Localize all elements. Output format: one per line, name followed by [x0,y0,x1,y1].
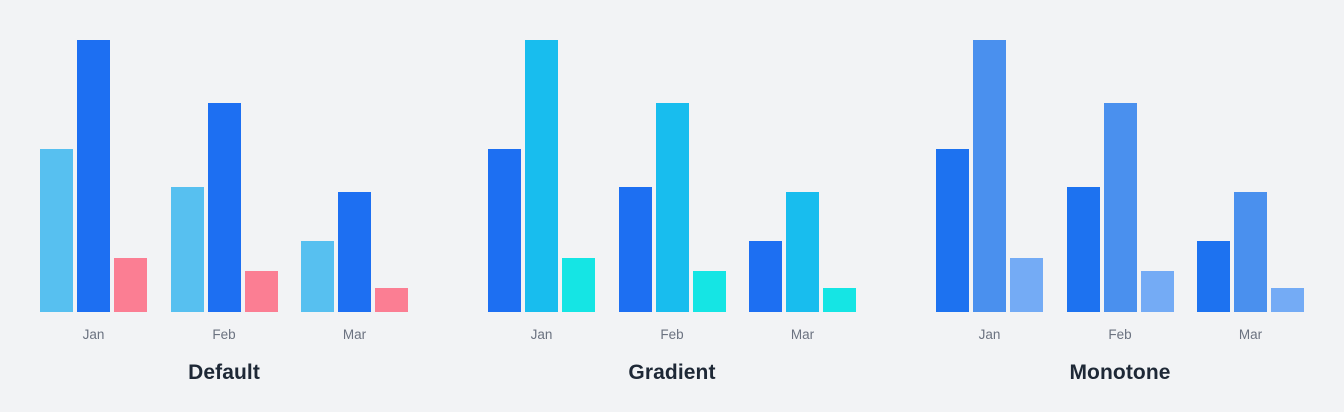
bar [301,241,334,312]
bar-cluster [40,40,147,312]
bar [1234,192,1267,312]
bar [525,40,558,312]
bar-group-mar: Mar [1197,40,1304,343]
bar-cluster [170,40,278,312]
bar [1066,186,1100,312]
bar [1140,271,1174,312]
bar [375,287,408,312]
plot-area: Jan Feb Mar [488,40,856,343]
x-axis-label: Mar [1238,327,1263,342]
chart-title: Default [188,361,260,384]
bar [692,271,726,312]
x-axis-label: Feb [1108,327,1132,342]
bar-group-jan: Jan [40,40,147,343]
bar [488,148,521,312]
bar [655,102,689,312]
bar-group-mar: Mar [301,40,408,343]
chart-title: Gradient [628,361,716,384]
bar [562,257,595,312]
plot-area: Jan Feb Mar [936,40,1304,343]
bar [244,271,278,312]
bar-cluster [488,40,595,312]
bar-cluster [936,40,1043,312]
bar [1271,287,1304,312]
bar-cluster [1197,40,1304,312]
bar-cluster [618,40,726,312]
bar-cluster [749,40,856,312]
x-axis-label: Feb [660,327,684,342]
bar [973,40,1006,312]
x-axis-label: Mar [790,327,815,342]
chart-panel-monotone: Jan Feb Mar Monotone [896,0,1344,412]
bar [338,192,371,312]
x-axis-label: Mar [342,327,367,342]
bar [77,40,110,312]
bar [936,148,969,312]
bar [786,192,819,312]
bar-group-feb: Feb [1066,40,1174,343]
chart-panel-default: Jan Feb Mar Default [0,0,448,412]
bar-cluster [301,40,408,312]
x-axis-label: Jan [82,327,105,342]
bar [1010,257,1043,312]
bar-cluster [1066,40,1174,312]
bar [207,102,241,312]
x-axis-label: Jan [978,327,1001,342]
bar-group-mar: Mar [749,40,856,343]
chart-panel-gradient: Jan Feb Mar Gradient [448,0,896,412]
bar-group-jan: Jan [488,40,595,343]
bar [40,148,73,312]
bar [1197,241,1230,312]
bar [618,186,652,312]
bar [749,241,782,312]
bar [170,186,204,312]
bar-group-jan: Jan [936,40,1043,343]
bar [1103,102,1137,312]
chart-title: Monotone [1069,361,1171,384]
plot-area: Jan Feb Mar [40,40,408,343]
bar [823,287,856,312]
bar-group-feb: Feb [170,40,278,343]
bar [114,257,147,312]
x-axis-label: Feb [212,327,236,342]
bar-group-feb: Feb [618,40,726,343]
x-axis-label: Jan [530,327,553,342]
